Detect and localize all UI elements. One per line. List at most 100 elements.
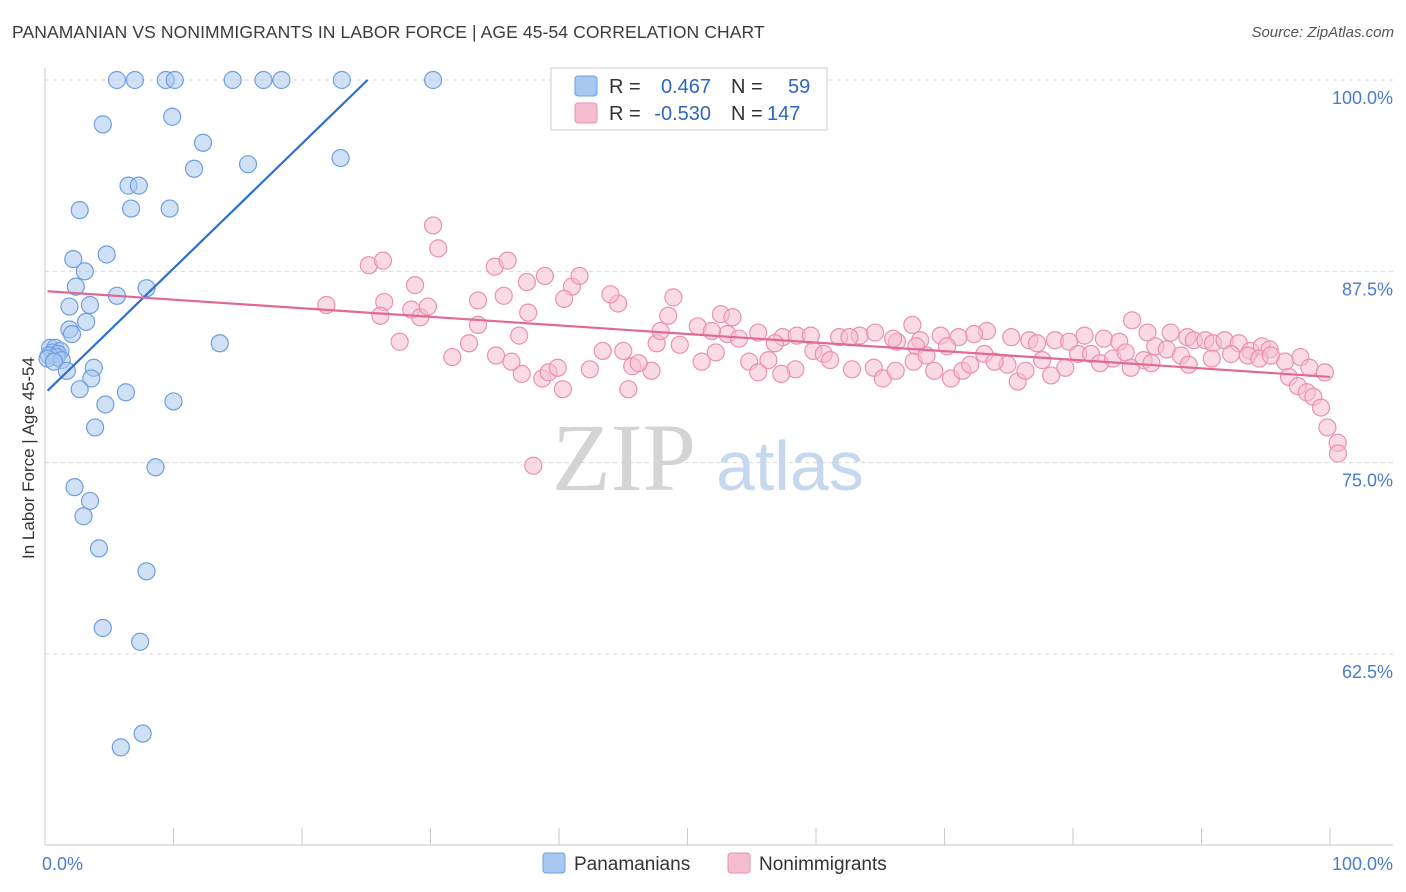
point-nonimmigrants-116 [1116, 343, 1135, 362]
y-tick-label-1: 87.5% [1342, 279, 1393, 299]
point-nonimmigrants-137 [593, 341, 612, 361]
point-nonimmigrants-143 [749, 363, 768, 382]
point-nonimmigrants-55 [1138, 323, 1157, 342]
point-panamanians-52 [80, 491, 100, 511]
point-nonimmigrants-17 [494, 286, 513, 305]
point-panamanians-22 [75, 262, 94, 281]
point-panamanians-56 [93, 618, 112, 638]
legend-r-value-2: -0.530 [654, 103, 711, 125]
point-nonimmigrants-9 [570, 266, 589, 286]
legend-r-label-1: R = [609, 76, 641, 98]
point-panamanians-3 [165, 70, 184, 90]
point-nonimmigrants-148 [903, 315, 922, 335]
point-panamanians-14 [331, 148, 350, 168]
point-nonimmigrants-147 [985, 352, 1004, 371]
point-nonimmigrants-78 [459, 334, 479, 353]
point-nonimmigrants-127 [1121, 358, 1140, 377]
point-nonimmigrants-68 [1300, 358, 1319, 377]
point-nonimmigrants-54 [1123, 311, 1142, 330]
point-panamanians-59 [111, 738, 130, 757]
point-nonimmigrants-104 [961, 355, 980, 374]
point-nonimmigrants-90 [759, 351, 778, 370]
point-panamanians-58 [133, 724, 152, 743]
point-nonimmigrants-1 [429, 239, 448, 258]
point-nonimmigrants-110 [1042, 366, 1061, 385]
point-panamanians-31 [210, 334, 229, 353]
legend-r-label-2: R = [609, 103, 641, 125]
point-panamanians-44 [82, 369, 101, 388]
point-panamanians-19 [70, 201, 89, 220]
point-nonimmigrants-101 [925, 361, 944, 380]
point-nonimmigrants-23 [659, 306, 678, 325]
point-nonimmigrants-123 [1221, 344, 1241, 364]
point-nonimmigrants-69 [1315, 363, 1334, 382]
correlation-legend: R = 0.467 N = 59 R = -0.530 N = 147 [550, 67, 828, 131]
point-nonimmigrants-38 [866, 323, 885, 342]
point-panamanians-49 [86, 418, 105, 437]
point-panamanians-11 [193, 133, 213, 152]
point-nonimmigrants-15 [418, 297, 438, 316]
point-nonimmigrants-22 [601, 285, 620, 304]
point-nonimmigrants-109 [1033, 351, 1052, 370]
point-nonimmigrants-138 [614, 341, 633, 361]
point-nonimmigrants-0 [423, 216, 443, 235]
point-nonimmigrants-129 [443, 347, 462, 367]
point-nonimmigrants-77 [1328, 444, 1348, 463]
legend-n-value-2: 147 [767, 103, 800, 125]
point-panamanians-6 [272, 70, 291, 90]
legend-n-value-1: 59 [788, 76, 810, 98]
point-nonimmigrants-79 [486, 346, 506, 365]
legend-r-value-1: 0.467 [661, 76, 711, 98]
y-tick-label-2: 75.0% [1342, 471, 1393, 491]
point-panamanians-51 [65, 478, 84, 497]
point-panamanians-4 [223, 70, 242, 90]
point-nonimmigrants-20 [371, 306, 390, 325]
point-nonimmigrants-144 [772, 364, 791, 383]
point-nonimmigrants-52 [1094, 329, 1113, 348]
point-nonimmigrants-111 [1056, 358, 1075, 377]
point-nonimmigrants-95 [842, 360, 862, 379]
bottom-legend-label-nonimmigrants: Nonimmigrants [759, 854, 887, 875]
point-nonimmigrants-88 [706, 343, 725, 362]
bottom-legend-swatch-panamanians [542, 852, 566, 874]
point-nonimmigrants-121 [1179, 355, 1198, 374]
point-panamanians-17 [121, 199, 141, 218]
point-nonimmigrants-94 [821, 351, 840, 370]
point-nonimmigrants-145 [883, 329, 903, 348]
point-panamanians-21 [64, 249, 83, 269]
point-nonimmigrants-28 [670, 335, 689, 354]
legend-swatch-nonimmigrants [574, 102, 598, 124]
point-panamanians-46 [116, 383, 136, 402]
point-nonimmigrants-45 [964, 324, 984, 344]
point-nonimmigrants-80 [512, 364, 531, 383]
point-nonimmigrants-139 [510, 326, 529, 345]
point-nonimmigrants-75 [1318, 418, 1337, 437]
point-nonimmigrants-50 [1060, 332, 1079, 351]
y-tick-labels: 100.0% 87.5% 75.0% 62.5% [1332, 88, 1393, 682]
point-panamanians-45 [70, 380, 89, 399]
point-panamanians-12 [184, 159, 204, 178]
trendlines [46, 79, 1331, 392]
point-nonimmigrants-48 [1027, 334, 1047, 353]
legend-n-label-1: N = [731, 76, 763, 98]
point-nonimmigrants-98 [886, 361, 905, 380]
point-panamanians-20 [97, 245, 116, 264]
trendline-nonimmigrants [47, 290, 1331, 379]
point-nonimmigrants-132 [519, 303, 538, 322]
point-panamanians-54 [89, 539, 109, 558]
point-nonimmigrants-131 [502, 352, 521, 371]
point-panamanians-48 [164, 392, 183, 411]
point-panamanians-30 [62, 324, 82, 344]
point-panamanians-41 [44, 352, 64, 371]
point-panamanians-47 [96, 395, 115, 414]
point-nonimmigrants-6 [517, 272, 536, 292]
point-panamanians-55 [137, 562, 156, 581]
axes [44, 68, 1393, 846]
legend-swatch-panamanians [574, 75, 598, 97]
y-tick-label-0: 100.0% [1332, 88, 1393, 108]
point-nonimmigrants-126 [1261, 346, 1280, 365]
point-nonimmigrants-16 [468, 291, 488, 310]
point-nonimmigrants-56 [1161, 323, 1180, 342]
point-nonimmigrants-43 [840, 328, 859, 347]
